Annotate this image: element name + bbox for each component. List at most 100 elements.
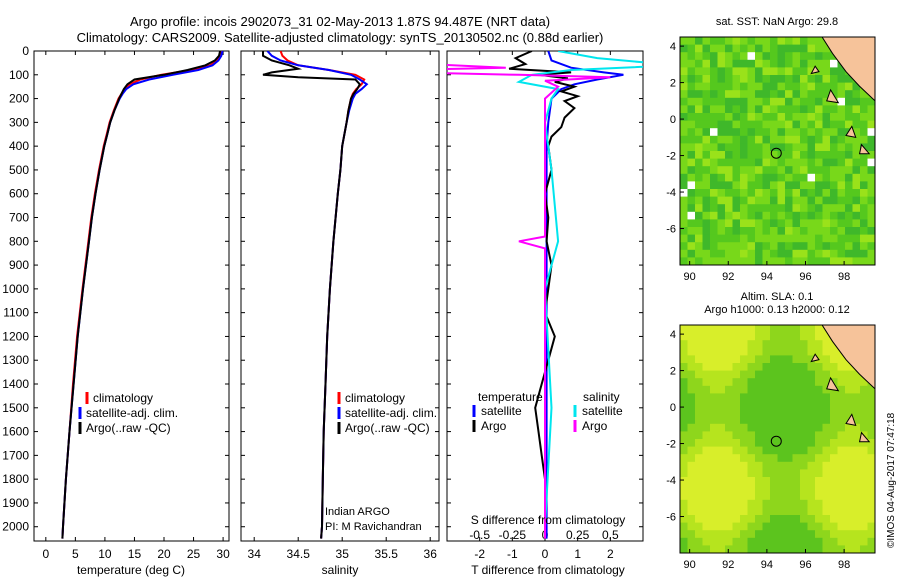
map-cell <box>852 105 861 114</box>
map-cell <box>815 325 823 334</box>
map-cell <box>807 340 816 349</box>
map-cell <box>695 75 703 84</box>
map-cell <box>732 515 741 524</box>
map-cell <box>815 196 823 205</box>
map-cell <box>845 499 853 508</box>
map-y-tick-label: 2 <box>670 78 676 90</box>
map-cell <box>702 143 711 152</box>
map-cell <box>777 257 786 265</box>
map-cell <box>710 537 718 546</box>
map-cell <box>747 59 756 68</box>
map-cell <box>792 393 801 402</box>
map-cell <box>762 408 771 417</box>
map-cell <box>770 477 778 486</box>
map-cell <box>755 52 763 61</box>
map-cell <box>815 537 823 546</box>
map-cell <box>695 355 703 364</box>
map-cell <box>777 461 786 470</box>
map-cell <box>800 431 808 440</box>
map-x-tick-label: 98 <box>838 559 850 571</box>
map-cell <box>830 211 838 220</box>
map-cell <box>725 113 733 122</box>
map-cell <box>867 97 875 106</box>
map-x-tick-label: 98 <box>838 271 850 283</box>
map-cell <box>830 257 838 265</box>
map-cell <box>710 416 718 425</box>
map-cell <box>755 416 763 425</box>
map-cell <box>860 423 868 432</box>
map-cell <box>732 105 741 114</box>
map-cell <box>777 82 786 91</box>
map-cell <box>800 204 808 213</box>
map-cell <box>815 393 823 402</box>
map-cell <box>822 128 831 137</box>
map-cell <box>755 113 763 122</box>
map-cell <box>770 211 778 220</box>
map-cell <box>762 227 771 236</box>
map-cell <box>822 537 831 546</box>
x-tick-label: 35 <box>336 547 350 561</box>
map-cell <box>785 477 793 486</box>
legend-argo-label: Argo(..raw -QC) <box>345 421 430 435</box>
map-cell <box>860 257 868 265</box>
map-cell <box>762 378 771 387</box>
map-cell <box>740 530 748 539</box>
map-cell <box>830 499 838 508</box>
map-cell <box>860 166 868 175</box>
y-tick-label: 800 <box>9 234 29 248</box>
map-cell <box>717 44 726 53</box>
map-cell <box>680 59 688 68</box>
map-cell <box>710 219 718 228</box>
map-cell <box>845 75 853 84</box>
map-cell <box>695 439 703 448</box>
map-cell <box>755 454 763 463</box>
y-tick-label: 1700 <box>2 448 29 462</box>
map-cell <box>792 166 801 175</box>
map-cell <box>680 67 688 76</box>
map-cell <box>732 340 741 349</box>
map-cell <box>792 385 801 394</box>
map-cell <box>867 431 875 440</box>
map-cell <box>710 44 718 53</box>
map-cell <box>725 363 733 372</box>
map-cell <box>792 340 801 349</box>
map-cell <box>687 52 696 61</box>
map-cell <box>792 257 801 265</box>
map-cell <box>747 530 756 539</box>
map-cell <box>747 347 756 356</box>
map-cell <box>837 408 846 417</box>
map-cell <box>755 515 763 524</box>
map-cell <box>830 204 838 213</box>
map-cell <box>762 484 771 493</box>
map-cell <box>762 82 771 91</box>
map-cell <box>792 181 801 190</box>
map-cell <box>695 211 703 220</box>
map-cell <box>852 189 861 198</box>
map-cell <box>747 484 756 493</box>
map-cell <box>800 492 808 501</box>
map-cell <box>732 196 741 205</box>
map-cell <box>777 522 786 531</box>
map-cell <box>702 439 711 448</box>
map-cell <box>687 211 696 220</box>
map-cell <box>687 166 696 175</box>
map-cell <box>687 249 696 258</box>
map-cell <box>710 530 718 539</box>
map-cell <box>852 135 861 144</box>
map-cell <box>830 522 838 531</box>
map-cell <box>732 355 741 364</box>
map-cell <box>717 355 726 364</box>
map-cell <box>725 492 733 501</box>
map-cell <box>822 181 831 190</box>
map-cell <box>717 234 726 243</box>
map-cell <box>815 446 823 455</box>
map-cell <box>822 105 831 114</box>
map-cell <box>845 370 853 379</box>
map-cell <box>687 158 696 167</box>
salinity-panel: 34 34.5 35 35.5 36 salinity climatology sate… <box>240 50 440 577</box>
map-cell <box>725 242 733 251</box>
map-cell <box>852 219 861 228</box>
map-cell <box>717 515 726 524</box>
map-cell <box>762 507 771 516</box>
